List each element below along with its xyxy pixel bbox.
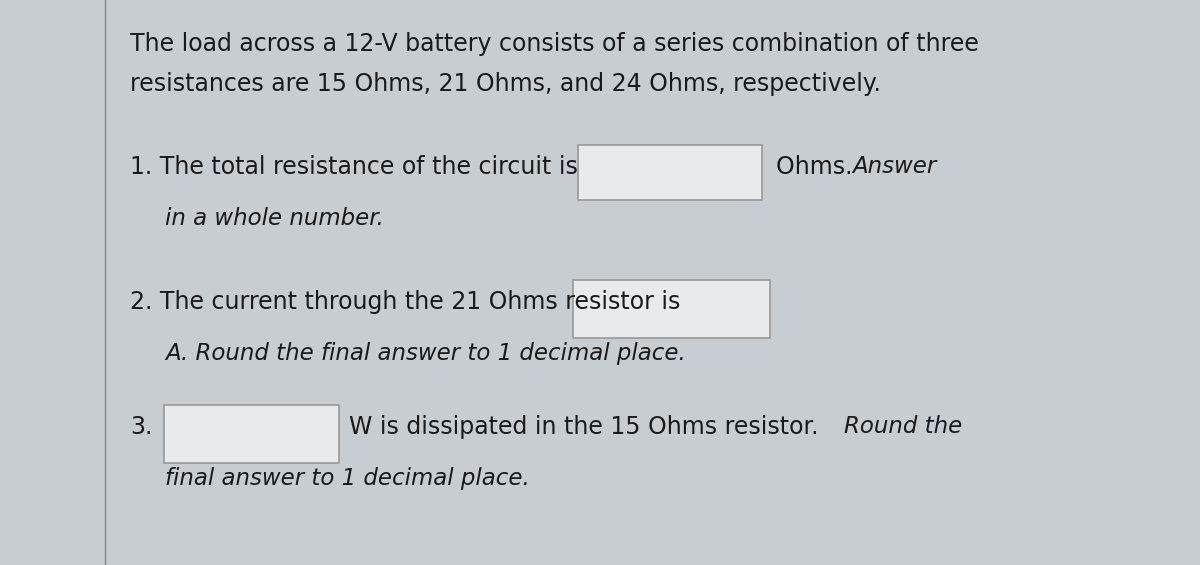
Bar	[574, 280, 770, 338]
Text: 1. The total resistance of the circuit is: 1. The total resistance of the circuit i…	[130, 155, 578, 179]
Text: Ohms.: Ohms.	[776, 155, 860, 179]
Text: The load across a 12-V battery consists of a series combination of three: The load across a 12-V battery consists …	[130, 32, 979, 56]
Bar	[578, 145, 762, 200]
Text: 3.: 3.	[130, 415, 152, 439]
Text: W is dissipated in the 15 Ohms resistor.: W is dissipated in the 15 Ohms resistor.	[349, 415, 826, 439]
Text: resistances are 15 Ohms, 21 Ohms, and 24 Ohms, respectively.: resistances are 15 Ohms, 21 Ohms, and 24…	[130, 72, 881, 96]
Text: A. Round the final answer to 1 decimal place.: A. Round the final answer to 1 decimal p…	[166, 342, 685, 365]
Bar	[164, 405, 340, 463]
Text: final answer to 1 decimal place.: final answer to 1 decimal place.	[166, 467, 529, 490]
Text: Answer: Answer	[852, 155, 936, 178]
Text: in a whole number.: in a whole number.	[166, 207, 384, 230]
Text: 2. The current through the 21 Ohms resistor is: 2. The current through the 21 Ohms resis…	[130, 290, 680, 314]
Text: Round the: Round the	[844, 415, 962, 438]
